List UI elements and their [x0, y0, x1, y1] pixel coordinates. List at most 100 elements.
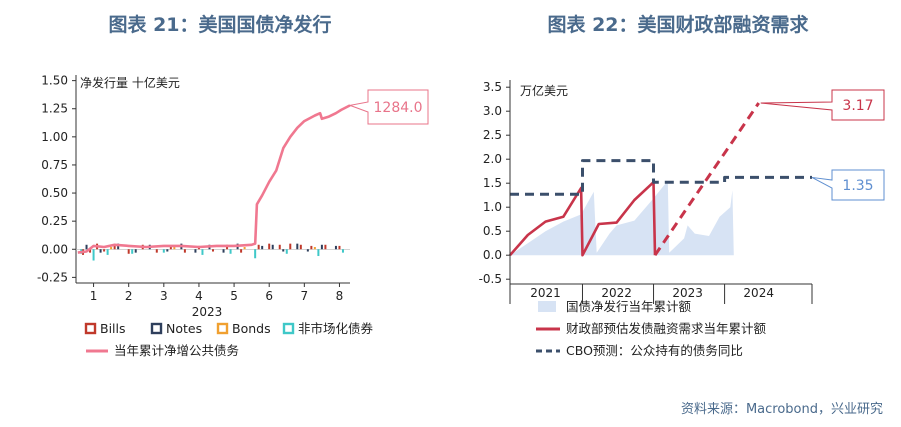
bar-非市场化债券 [131, 249, 134, 254]
x-tick-label: 5 [230, 289, 238, 303]
legend-label: Bills [100, 321, 126, 336]
y-tick-label: 3.0 [483, 104, 502, 118]
y-tick-label: 2.0 [483, 152, 502, 166]
legend-label: CBO预测：公众持有的债务同比 [566, 343, 743, 358]
y-tick-label: 0.25 [41, 214, 68, 228]
bar-Bonds [110, 247, 113, 250]
legend-swatch-非市场化债券 [282, 322, 295, 335]
y-tick-label: 1.5 [483, 176, 502, 190]
bar-非市场化债券 [317, 249, 320, 257]
legend-label: 国债净发行当年累计额 [566, 299, 692, 314]
x-tick-label: 7 [301, 289, 309, 303]
legend-swatch-Bills [84, 322, 97, 335]
legend-label: 当年累计净增公共债务 [114, 343, 239, 358]
bar-Bills [113, 245, 116, 250]
bar-Notes [194, 249, 197, 253]
figure-title-right: 图表 22：美国财政部融资需求 [547, 14, 809, 36]
legend-label: 非市场化债券 [298, 321, 374, 336]
bar-非市场化债券 [285, 249, 288, 254]
bar-Bills [240, 249, 243, 253]
bar-Bills [299, 244, 302, 250]
x-tick-label: 1 [90, 289, 98, 303]
bar-Bills [278, 244, 281, 250]
bar-Bills [338, 245, 341, 250]
callout-text: 1.35 [842, 178, 873, 194]
bar-Bills [324, 244, 327, 250]
bar-Notes [134, 249, 137, 253]
x-tick-label: 6 [265, 289, 273, 303]
bar-Notes [166, 249, 169, 252]
bar-Bills [310, 245, 313, 250]
bar-Bonds [313, 247, 316, 250]
cbo-forecast-line [510, 159, 812, 196]
y-tick-label: 0.0 [483, 248, 502, 262]
x-tick-label: 2 [125, 289, 133, 303]
y-tick-label: 1.00 [41, 130, 68, 144]
callout-box [348, 89, 429, 125]
y-tick-label: 0.00 [41, 242, 68, 256]
y-tick-label: 0.50 [41, 186, 68, 200]
treasury-forecast-dashed-line [653, 102, 760, 257]
bar-Bills [257, 244, 260, 250]
cbo-callout: 1.35 [811, 169, 885, 201]
y-tick-label: 0.5 [483, 224, 502, 238]
bar-Notes [306, 249, 309, 252]
bar-Bills [268, 243, 271, 250]
bar-Notes [271, 244, 274, 250]
bar-Bills [127, 249, 130, 254]
bar-非市场化债券 [106, 249, 109, 255]
value-callout: 1284.0 [348, 89, 429, 125]
bar-非市场化债券 [201, 249, 204, 255]
bar-Bonds [173, 247, 176, 250]
bar-Bonds [243, 247, 246, 250]
source-note: 资料来源：Macrobond，兴业研究 [680, 402, 883, 417]
y-axis-label: 万亿美元 [520, 83, 568, 98]
figure-title-left: 图表 21：美国国债净发行 [108, 14, 332, 36]
bar-Notes [320, 244, 323, 250]
x-tick-label: 2022 [601, 286, 632, 300]
callout-box [811, 169, 885, 201]
callout-text: 3.17 [842, 98, 873, 114]
y-tick-label: -0.5 [479, 272, 502, 286]
y-tick-label: 3.5 [483, 80, 502, 94]
forecast-callout: 3.17 [760, 89, 885, 121]
treasury-needs-line [509, 180, 657, 257]
legend-label: 财政部预估发债融资需求当年累计额 [566, 321, 767, 336]
bar-Bills [289, 243, 292, 250]
x-tick-label: 2021 [530, 286, 561, 300]
bar-Bills [103, 249, 106, 252]
y-tick-label: 0.75 [41, 158, 68, 172]
y-tick-label: 1.0 [483, 200, 502, 214]
y-tick-label: 1.50 [41, 74, 68, 88]
cumulative-debt-line [77, 104, 351, 254]
bar-Notes [117, 243, 120, 250]
x-tick-label: 3 [160, 289, 168, 303]
bar-Notes [296, 243, 299, 250]
bar-Notes [85, 244, 88, 250]
bar-Notes [282, 249, 285, 252]
issuance-area [510, 180, 734, 256]
bar-非市场化债券 [229, 249, 232, 254]
bar-非市场化债券 [254, 249, 257, 259]
callout-box [760, 89, 885, 121]
bar-Bills [212, 249, 214, 252]
y-tick-label: -0.25 [37, 270, 68, 284]
legend-label: Bonds [232, 321, 271, 336]
x-tick-label: 8 [336, 289, 344, 303]
legend-label: Notes [166, 321, 202, 336]
bar-非市场化债券 [162, 249, 165, 253]
x-tick-label: 2024 [743, 286, 774, 300]
legend-swatch-area [538, 301, 556, 312]
y-tick-label: 1.25 [41, 102, 68, 116]
bar-Notes [261, 245, 264, 250]
net-issuance-chart: 1.50 1.25 1.00 0.75 0.50 0.25 0.00 -0.25 1 2 3 4 5 6 7… [37, 74, 429, 358]
bar-Bills [89, 249, 92, 253]
bar-Bills [155, 249, 158, 253]
y-tick-label: 2.5 [483, 128, 502, 142]
x-tick-label: 4 [195, 289, 203, 303]
bar-Notes [222, 249, 225, 253]
bar-Bills [169, 245, 172, 250]
